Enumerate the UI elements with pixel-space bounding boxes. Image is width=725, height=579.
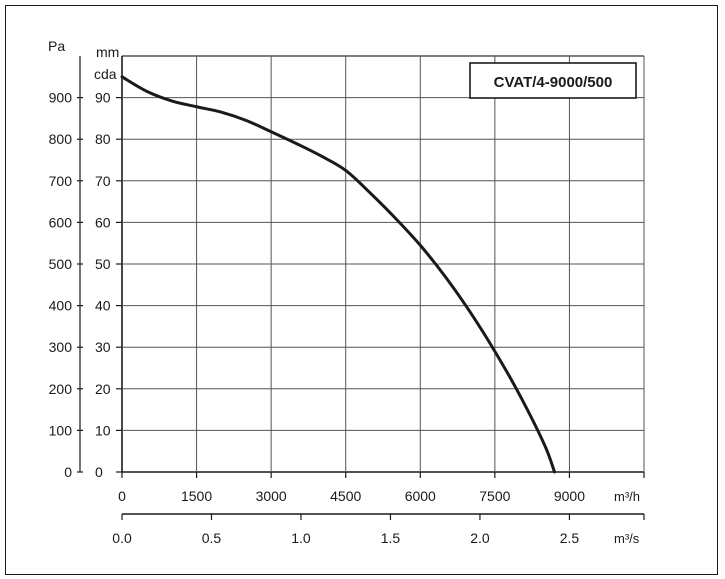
x-tick-label: 6000 <box>405 488 436 504</box>
x2-tick-label: 2.5 <box>560 530 580 546</box>
x-tick-label: 4500 <box>330 488 361 504</box>
x-tick-label: 3000 <box>256 488 287 504</box>
x-axis-labels: 0 1500 3000 4500 6000 7500 9000 m³/h <box>118 488 640 504</box>
y-axis-labels: 0 0 100 10 200 20 300 30 400 40 500 50 600 60 700 70 800… <box>48 38 119 480</box>
mm-unit-label: mm <box>96 44 119 60</box>
cda-tick-label: 60 <box>95 214 111 230</box>
pa-tick-label: 200 <box>49 381 73 397</box>
pa-tick-label: 0 <box>64 464 72 480</box>
x2-tick-label: 2.0 <box>470 530 490 546</box>
x2-tick-label: 0.0 <box>112 530 132 546</box>
x2-tick-label: 0.5 <box>202 530 222 546</box>
secondary-x-axis: 0.0 0.5 1.0 1.5 2.0 2.5 m³/s <box>112 513 645 546</box>
title-box-border <box>469 62 637 99</box>
pa-tick-label: 700 <box>49 173 73 189</box>
pa-tick-label: 800 <box>49 131 73 147</box>
cda-tick-label: 50 <box>95 256 111 272</box>
cda-tick-label: 30 <box>95 339 111 355</box>
chart-frame <box>5 5 718 575</box>
x-tick-label: 1500 <box>181 488 212 504</box>
cda-tick-label: 80 <box>95 131 111 147</box>
cda-tick-label: 70 <box>95 173 111 189</box>
cda-tick-label: 40 <box>95 298 111 314</box>
cda-unit-label: cda <box>94 66 117 82</box>
cda-tick-label: 0 <box>95 464 103 480</box>
pa-tick-label: 300 <box>49 339 73 355</box>
pa-unit-label: Pa <box>48 38 65 54</box>
x-tick-label: 7500 <box>479 488 510 504</box>
curves <box>120 75 557 474</box>
chart-title: CVAT/4-9000/500 <box>494 74 613 91</box>
cda-tick-label: 10 <box>95 422 111 438</box>
x2-tick-label: 1.0 <box>291 530 311 546</box>
x-unit-label: m³/h <box>614 489 640 504</box>
pa-tick-label: 400 <box>49 298 73 314</box>
x-tick-label: 9000 <box>554 488 585 504</box>
pa-tick-label: 500 <box>49 256 73 272</box>
performance-curve <box>120 75 557 474</box>
pa-tick-label: 900 <box>49 90 73 106</box>
grid <box>77 55 645 478</box>
title-box: CVAT/4-9000/500 <box>469 62 637 99</box>
pa-tick-label: 600 <box>49 214 73 230</box>
x2-tick-label: 1.5 <box>381 530 401 546</box>
cda-tick-label: 90 <box>95 90 111 106</box>
x-tick-label: 0 <box>118 488 126 504</box>
cda-tick-label: 20 <box>95 381 111 397</box>
pa-tick-label: 100 <box>49 422 73 438</box>
x2-unit-label: m³/s <box>614 531 640 546</box>
